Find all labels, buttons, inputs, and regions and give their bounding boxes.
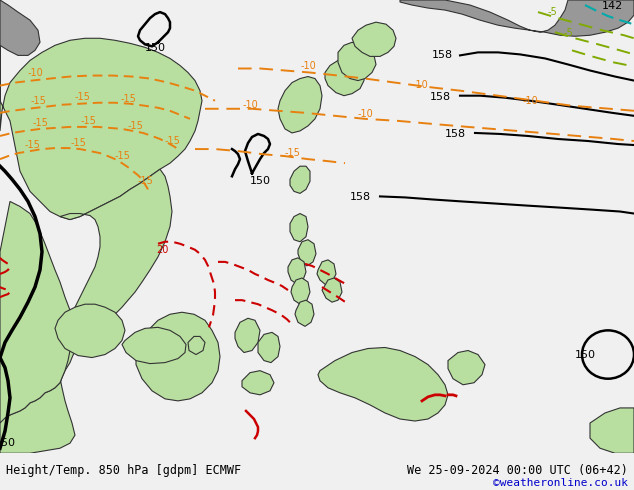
Polygon shape — [242, 370, 274, 395]
Text: -5: -5 — [547, 7, 557, 17]
Text: -10: -10 — [242, 100, 258, 110]
Text: 150: 150 — [145, 43, 165, 53]
Text: 158: 158 — [444, 129, 465, 139]
Polygon shape — [0, 201, 80, 423]
Polygon shape — [136, 312, 220, 401]
Polygon shape — [298, 240, 316, 266]
Text: -15: -15 — [70, 138, 86, 148]
Polygon shape — [188, 337, 205, 355]
Text: 20: 20 — [156, 245, 168, 255]
Polygon shape — [288, 258, 306, 284]
Text: -15: -15 — [137, 176, 153, 186]
Polygon shape — [318, 347, 448, 421]
Text: 150: 150 — [0, 438, 15, 448]
Text: Height/Temp. 850 hPa [gdpm] ECMWF: Height/Temp. 850 hPa [gdpm] ECMWF — [6, 465, 242, 477]
Polygon shape — [278, 76, 322, 133]
Text: 158: 158 — [432, 50, 453, 60]
Text: -10: -10 — [300, 61, 316, 72]
Text: -15: -15 — [30, 96, 46, 106]
Polygon shape — [325, 58, 364, 96]
Polygon shape — [338, 42, 376, 80]
Text: -5: -5 — [563, 28, 573, 38]
Text: 158: 158 — [429, 92, 451, 102]
Polygon shape — [290, 166, 310, 194]
Text: -15: -15 — [284, 148, 300, 158]
Text: 142: 142 — [602, 1, 623, 11]
Polygon shape — [290, 214, 308, 242]
Polygon shape — [0, 0, 202, 220]
Polygon shape — [235, 318, 260, 352]
Text: -15: -15 — [164, 136, 180, 146]
Polygon shape — [258, 332, 280, 363]
Text: ©weatheronline.co.uk: ©weatheronline.co.uk — [493, 478, 628, 488]
Polygon shape — [291, 278, 310, 304]
Text: 158: 158 — [349, 193, 370, 202]
Text: -10: -10 — [522, 96, 538, 106]
Polygon shape — [55, 304, 125, 358]
Text: We 25-09-2024 00:00 UTC (06+42): We 25-09-2024 00:00 UTC (06+42) — [407, 465, 628, 477]
Text: 150: 150 — [574, 349, 595, 360]
Polygon shape — [590, 408, 634, 453]
Polygon shape — [122, 327, 186, 364]
Polygon shape — [322, 278, 342, 302]
Text: -15: -15 — [24, 140, 40, 150]
Text: 150: 150 — [250, 176, 271, 186]
Polygon shape — [400, 0, 634, 36]
Text: -15: -15 — [127, 121, 143, 131]
Text: -15: -15 — [32, 118, 48, 128]
Text: -10: -10 — [412, 79, 428, 90]
Polygon shape — [352, 22, 396, 56]
Text: -10: -10 — [27, 68, 43, 77]
Polygon shape — [448, 350, 485, 385]
Polygon shape — [0, 0, 40, 55]
Text: -15: -15 — [120, 94, 136, 104]
Text: -15: -15 — [114, 151, 130, 161]
Polygon shape — [317, 260, 336, 285]
Text: -10: -10 — [357, 109, 373, 119]
Text: -15: -15 — [80, 116, 96, 126]
Text: -15: -15 — [74, 92, 90, 102]
Polygon shape — [295, 300, 314, 326]
Polygon shape — [0, 169, 172, 453]
